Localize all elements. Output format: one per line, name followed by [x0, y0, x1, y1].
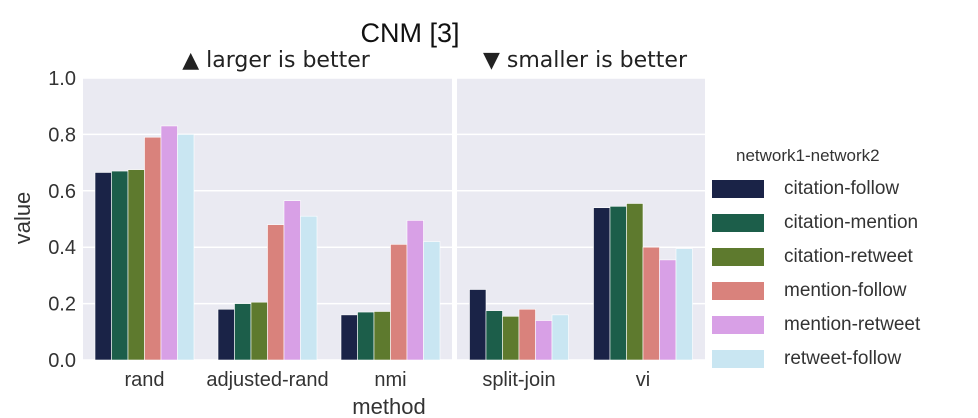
bar-mention-retweet-adjusted-rand: [283, 200, 301, 361]
bar-citation-retweet-split-join: [502, 315, 520, 361]
legend-item: citation-follow: [712, 172, 974, 206]
bar-mention-retweet-rand: [160, 125, 178, 361]
legend-item: citation-mention: [712, 206, 974, 240]
bar-citation-follow-nmi: [340, 314, 358, 361]
bar-citation-mention-nmi: [357, 311, 375, 361]
panel-label-1: ▲ larger is better: [182, 48, 371, 73]
bar-mention-retweet-vi: [659, 259, 677, 361]
legend-swatch: [712, 282, 764, 300]
legend-swatch: [712, 248, 764, 266]
y-tick-label: 1.0: [48, 68, 76, 90]
y-tick-label: 0.2: [48, 294, 76, 316]
legend-swatch: [712, 350, 764, 368]
bar-citation-follow-rand: [94, 172, 112, 361]
legend-item: mention-retweet: [712, 308, 974, 342]
bar-mention-follow-adjusted-rand: [267, 224, 285, 361]
bar-mention-retweet-nmi: [406, 220, 424, 361]
legend: network1-network2 citation-follow citatio…: [712, 146, 974, 376]
legend-item: citation-retweet: [712, 240, 974, 274]
bar-retweet-follow-adjusted-rand: [300, 215, 318, 361]
bar-citation-retweet-adjusted-rand: [250, 301, 268, 361]
x-tick-label: adjusted-rand: [206, 369, 328, 391]
bar-citation-mention-rand: [111, 170, 129, 361]
bar-mention-follow-rand: [144, 136, 162, 361]
bar-citation-mention-adjusted-rand: [234, 303, 252, 361]
x-tick-label: rand: [124, 369, 164, 391]
bar-citation-retweet-nmi: [373, 311, 391, 361]
bar-mention-follow-vi: [642, 246, 660, 361]
legend-label: mention-follow: [784, 280, 907, 301]
bar-citation-follow-split-join: [469, 289, 487, 361]
legend-label: retweet-follow: [784, 348, 902, 369]
x-axis-label: method: [352, 394, 425, 418]
y-tick-label: 0.0: [48, 350, 76, 372]
legend-item: mention-follow: [712, 274, 974, 308]
bar-citation-follow-vi: [593, 207, 611, 361]
legend-swatch: [712, 180, 764, 198]
bar-citation-mention-vi: [609, 206, 627, 361]
bar-retweet-follow-nmi: [423, 241, 441, 361]
y-tick-label: 0.4: [48, 237, 76, 259]
bar-mention-retweet-split-join: [535, 320, 553, 361]
panel-label-2: ▼ smaller is better: [483, 48, 688, 73]
legend-swatch: [712, 214, 764, 232]
bar-retweet-follow-rand: [177, 134, 195, 361]
x-tick-label: split-join: [482, 369, 555, 391]
x-tick-label: nmi: [374, 369, 406, 391]
x-tick-label: vi: [636, 369, 650, 391]
bar-retweet-follow-split-join: [551, 314, 569, 361]
legend-label: mention-retweet: [784, 314, 921, 335]
chart-title: CNM [3]: [360, 18, 459, 48]
legend-title: network1-network2: [736, 146, 880, 165]
bar-citation-mention-split-join: [485, 310, 503, 361]
bar-retweet-follow-vi: [675, 248, 693, 361]
bar-citation-retweet-rand: [127, 169, 145, 361]
y-axis-label: value: [10, 192, 35, 245]
legend-label: citation-follow: [784, 178, 900, 199]
bar-citation-retweet-vi: [626, 203, 644, 361]
legend-label: citation-retweet: [784, 246, 913, 267]
legend-swatch: [712, 316, 764, 334]
bar-mention-follow-nmi: [390, 244, 408, 361]
bar-citation-follow-adjusted-rand: [217, 308, 235, 361]
y-tick-label: 0.6: [48, 181, 76, 203]
legend-label: citation-mention: [784, 212, 919, 233]
bar-mention-follow-split-join: [518, 308, 536, 361]
y-tick-label: 0.8: [48, 124, 76, 146]
legend-item: retweet-follow: [712, 342, 974, 376]
